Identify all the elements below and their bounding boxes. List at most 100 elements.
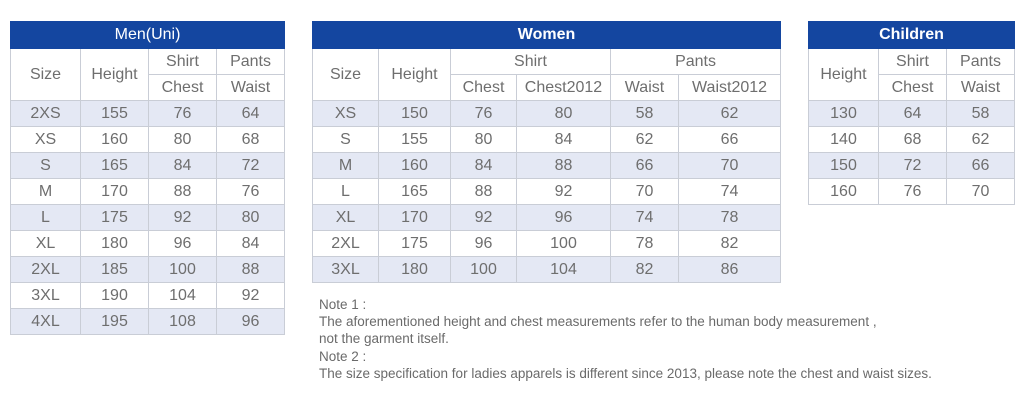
table-row: 160 76 70 [808,178,1016,205]
women-table-title: Women [311,21,782,49]
women-shirt-header: Shirt [450,48,611,75]
table-cell: 88 [215,256,286,283]
table-cell: 76 [450,100,517,127]
table-cell: 180 [80,230,149,257]
women-size-table: Women Size Height Shirt Pants Chest Ches… [311,21,782,283]
table-cell: 108 [148,308,217,335]
men-shirt-header: Shirt [148,48,217,75]
table-cell: 78 [677,204,782,231]
table-row: L 165 88 92 70 74 [312,178,782,205]
table-cell: 88 [148,178,217,205]
men-size-header: Size [10,48,81,101]
table-cell: 195 [80,308,149,335]
table-cell: 68 [878,126,947,153]
note1-line1: The aforementioned height and chest meas… [319,314,877,330]
table-row: 130 64 58 [808,100,1016,127]
note2-label: Note 2 : [319,348,367,364]
table-cell: 150 [808,152,879,179]
table-row: 3XL 190 104 92 [10,282,286,309]
table-cell: 86 [677,256,782,283]
women-waist-header: Waist [610,74,679,101]
table-cell: 92 [148,204,217,231]
table-cell: 82 [677,230,782,257]
table-cell: 84 [148,152,217,179]
table-cell: 170 [378,204,451,231]
table-cell: 104 [148,282,217,309]
table-cell: L [10,204,81,231]
children-pants-header: Pants [945,48,1016,75]
table-row: 140 68 62 [808,126,1016,153]
table-cell: 88 [450,178,517,205]
table-cell: 104 [516,256,611,283]
table-cell: 4XL [10,308,81,335]
table-cell: 3XL [312,256,379,283]
table-cell: 76 [878,178,947,205]
men-chest-header: Chest [148,74,217,101]
women-pants-header: Pants [609,48,782,75]
table-cell: 84 [450,152,517,179]
table-cell: 175 [80,204,149,231]
table-cell: 100 [450,256,517,283]
men-table-body: 2XS 155 76 64 XS 160 80 68 S 165 84 72 M 170 88 76 L… [10,100,286,335]
table-cell: 78 [610,230,679,257]
table-cell: 96 [148,230,217,257]
women-height-header: Height [378,48,451,101]
table-cell: 165 [80,152,149,179]
men-height-header: Height [80,48,149,101]
children-chest-header: Chest [878,74,947,101]
table-cell: 70 [610,178,679,205]
table-cell: 66 [610,152,679,179]
table-cell: 100 [516,230,611,257]
table-cell: 58 [945,100,1016,127]
table-cell: 2XL [10,256,81,283]
table-cell: 68 [215,126,286,153]
table-cell: XS [312,100,379,127]
table-row: 4XL 195 108 96 [10,308,286,335]
table-cell: 76 [215,178,286,205]
children-waist-header: Waist [945,74,1016,101]
table-cell: XS [10,126,81,153]
table-cell: S [312,126,379,153]
table-cell: 150 [378,100,451,127]
table-cell: 88 [516,152,611,179]
table-cell: 180 [378,256,451,283]
table-cell: 80 [215,204,286,231]
table-row: XL 170 92 96 74 78 [312,204,782,231]
table-cell: 155 [80,100,149,127]
table-cell: 80 [148,126,217,153]
table-row: L 175 92 80 [10,204,286,231]
table-cell: XL [312,204,379,231]
table-row: 2XL 175 96 100 78 82 [312,230,782,257]
table-cell: 62 [610,126,679,153]
men-table-title: Men(Uni) [9,21,286,49]
table-row: XS 150 76 80 58 62 [312,100,782,127]
table-cell: 130 [808,100,879,127]
table-cell: 80 [516,100,611,127]
table-cell: 100 [148,256,217,283]
notes-block: Note 1 : The aforementioned height and c… [319,296,932,382]
table-cell: 165 [378,178,451,205]
table-cell: M [10,178,81,205]
women-chest-header: Chest [450,74,517,101]
table-cell: 160 [808,178,879,205]
table-cell: 2XL [312,230,379,257]
table-cell: 96 [516,204,611,231]
table-row: S 155 80 84 62 66 [312,126,782,153]
women-chest2012-header: Chest2012 [516,74,611,101]
table-cell: 64 [215,100,286,127]
table-cell: 84 [215,230,286,257]
table-cell: 140 [808,126,879,153]
table-cell: 2XS [10,100,81,127]
table-cell: 62 [945,126,1016,153]
table-row: S 165 84 72 [10,152,286,179]
table-cell: 72 [215,152,286,179]
table-cell: 92 [516,178,611,205]
table-cell: 66 [677,126,782,153]
table-cell: 64 [878,100,947,127]
table-cell: 70 [945,178,1016,205]
table-cell: 3XL [10,282,81,309]
note2-line1: The size specification for ladies appare… [319,365,932,381]
table-cell: S [10,152,81,179]
women-waist2012-header: Waist2012 [677,74,782,101]
women-size-header: Size [312,48,379,101]
